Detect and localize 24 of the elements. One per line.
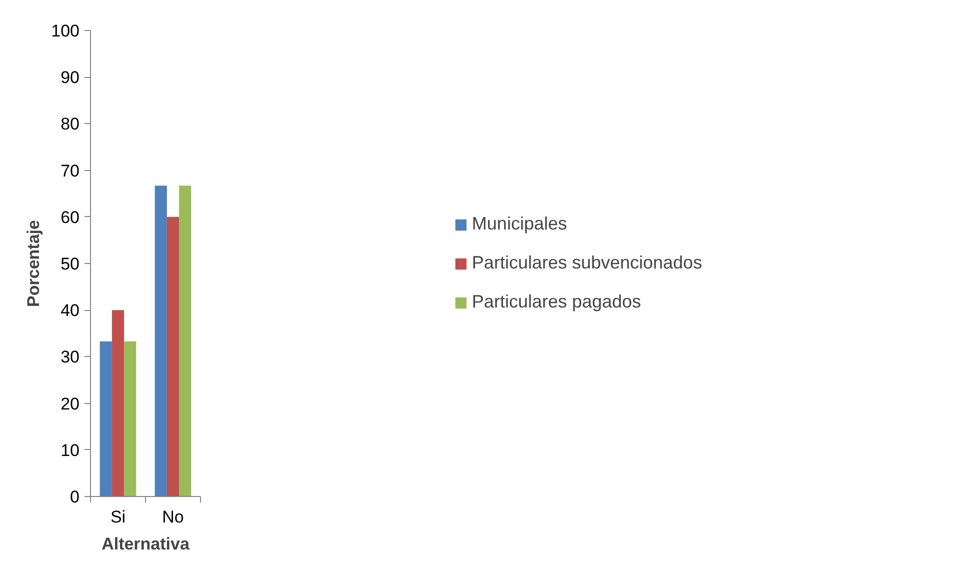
legend-label: Particulares subvencionados bbox=[472, 252, 702, 274]
bar bbox=[100, 341, 112, 496]
legend-label: Particulares pagados bbox=[472, 292, 642, 312]
y-tick-label: 80 bbox=[60, 114, 80, 134]
x-tick-label: Si bbox=[110, 508, 126, 526]
bar bbox=[112, 310, 124, 496]
bar bbox=[179, 186, 192, 496]
y-tick-label: 10 bbox=[60, 440, 80, 460]
y-tick-label: 30 bbox=[60, 348, 80, 367]
y-tick-label: 40 bbox=[60, 301, 80, 320]
y-tick-label: 50 bbox=[60, 254, 80, 274]
bar bbox=[124, 341, 136, 496]
y-axis-title: Porcentaje bbox=[24, 220, 44, 307]
y-tick-label: 0 bbox=[70, 488, 80, 506]
y-tick-label: 90 bbox=[60, 68, 80, 88]
bar bbox=[166, 216, 180, 496]
legend-label: Municipales bbox=[472, 214, 567, 234]
y-tick-label: 100 bbox=[51, 22, 80, 40]
bar bbox=[154, 186, 167, 496]
y-tick-label: 70 bbox=[60, 161, 80, 180]
y-tick-label: 20 bbox=[60, 394, 80, 414]
x-tick-label: No bbox=[162, 508, 184, 526]
x-axis-title: Alternativa bbox=[102, 534, 190, 554]
y-tick-label: 60 bbox=[60, 208, 80, 227]
